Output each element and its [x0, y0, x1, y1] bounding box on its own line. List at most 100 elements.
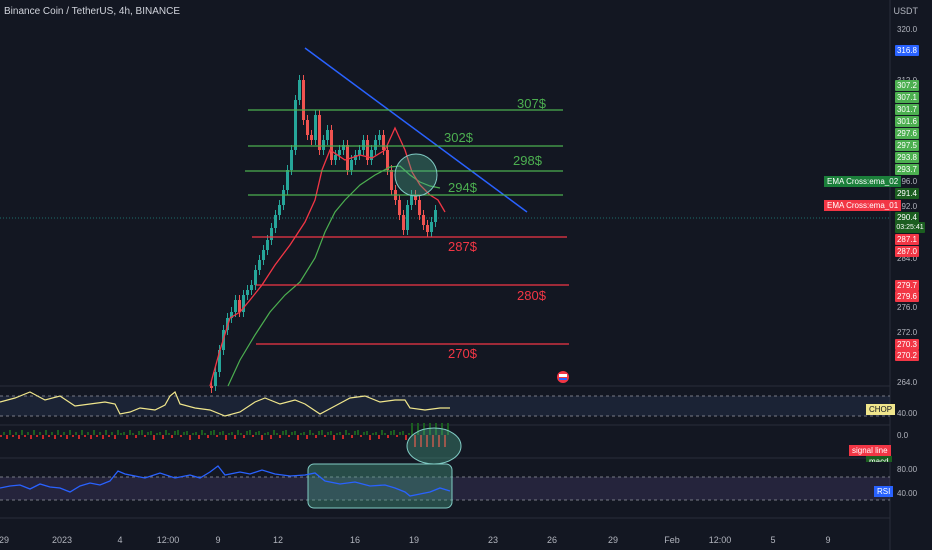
macd-bar [75, 432, 77, 435]
macd-bar [180, 435, 182, 437]
macd-bar [252, 435, 254, 437]
macd-bar [105, 430, 107, 435]
macd-bar [63, 432, 65, 435]
chop-value: 40.00 [897, 409, 918, 418]
trendline[interactable] [304, 47, 528, 213]
candle-body [330, 130, 333, 160]
candle-body [386, 150, 389, 170]
macd-bar [186, 431, 188, 435]
candle-body [362, 140, 365, 150]
macd-bar [102, 435, 104, 439]
level-label-270: 270$ [448, 346, 478, 361]
macd-bar [189, 435, 191, 440]
rsi-line [0, 465, 451, 497]
event-flag-icon[interactable] [557, 371, 569, 383]
macd-bar [132, 433, 134, 435]
macd-bar [375, 432, 377, 435]
macd-bar [417, 423, 419, 435]
macd-bar [411, 423, 413, 435]
macd-bar [447, 423, 449, 435]
macd-bar [243, 435, 245, 438]
macd-bar [213, 430, 215, 435]
macd-bar [3, 432, 5, 435]
ema-02-label[interactable]: EMA Cross:ema_02 [824, 176, 902, 187]
rsi-lower: 40.00 [897, 489, 918, 498]
candle-body [402, 215, 405, 230]
price-tag: 301.6 [895, 116, 919, 127]
candle-body [350, 160, 353, 170]
candle-body [422, 215, 425, 225]
candle-body [370, 150, 373, 160]
macd-bar [258, 431, 260, 435]
macd-bar [135, 435, 137, 438]
macd-bar [420, 435, 422, 447]
macd-bar [231, 432, 233, 435]
x-tick: 29 [0, 535, 10, 545]
price-tag: 290.4 [895, 212, 919, 223]
macd-bar [345, 430, 347, 435]
y-tick: 292.0 [897, 202, 918, 211]
y-tick: 296.0 [897, 177, 918, 186]
macd-bar [381, 430, 383, 435]
candle-body [266, 240, 269, 250]
macd-bar [201, 430, 203, 435]
macd-bar [438, 435, 440, 447]
macd-bar [330, 431, 332, 435]
macd-bar [126, 435, 128, 439]
ema-01-label[interactable]: EMA Cross:ema_01 [824, 200, 902, 211]
candle-body [366, 140, 369, 160]
candle-body [358, 150, 361, 155]
chop-tag[interactable]: CHOP [866, 404, 896, 415]
macd-tag[interactable]: macd [866, 456, 892, 462]
macd-bar [378, 435, 380, 439]
macd-bar [315, 435, 317, 438]
level-label-298: 298$ [513, 153, 543, 168]
macd-bar [267, 432, 269, 435]
signal-line-tag[interactable]: signal line [849, 445, 891, 456]
macd-bar [27, 432, 29, 435]
macd-bar [141, 430, 143, 435]
x-tick: 16 [349, 535, 361, 545]
macd-bar [0, 435, 2, 437]
macd-bar [51, 432, 53, 435]
macd-bar [42, 435, 44, 439]
candle-body [270, 228, 273, 240]
candle-body [306, 120, 309, 135]
macd-bar [108, 435, 110, 437]
macd-bar [300, 433, 302, 435]
macd-bar [84, 435, 86, 437]
y-tick: 264.0 [897, 378, 918, 387]
macd-bar [192, 433, 194, 435]
macd-bar [15, 432, 17, 435]
rsi-highlight [307, 463, 453, 509]
macd-bar [390, 431, 392, 435]
candle-body [262, 250, 265, 260]
macd-bar [165, 430, 167, 435]
price-tag: 287.0 [895, 246, 919, 257]
macd-bar [399, 432, 401, 435]
macd-highlight [406, 427, 462, 465]
macd-bar [279, 435, 281, 438]
macd-bar [57, 430, 59, 435]
macd-bar [303, 432, 305, 435]
candle-body [230, 312, 233, 318]
macd-bar [150, 431, 152, 435]
macd-bar [30, 435, 32, 439]
candle-body [346, 145, 349, 170]
candle-body [294, 100, 297, 150]
y-tick: 284.0 [897, 254, 918, 263]
macd-bar [162, 435, 164, 439]
macd-bar [117, 430, 119, 435]
macd-bar [255, 432, 257, 435]
macd-bar [39, 432, 41, 435]
macd-bar [270, 435, 272, 439]
macd-bar [87, 432, 89, 435]
level-label-294: 294$ [448, 180, 478, 195]
macd-bar [225, 435, 227, 440]
candle-body [430, 222, 433, 232]
x-tick: 19 [408, 535, 420, 545]
macd-bar [174, 431, 176, 435]
x-tick: 29 [607, 535, 619, 545]
rsi-tag[interactable]: RSI [874, 486, 894, 497]
